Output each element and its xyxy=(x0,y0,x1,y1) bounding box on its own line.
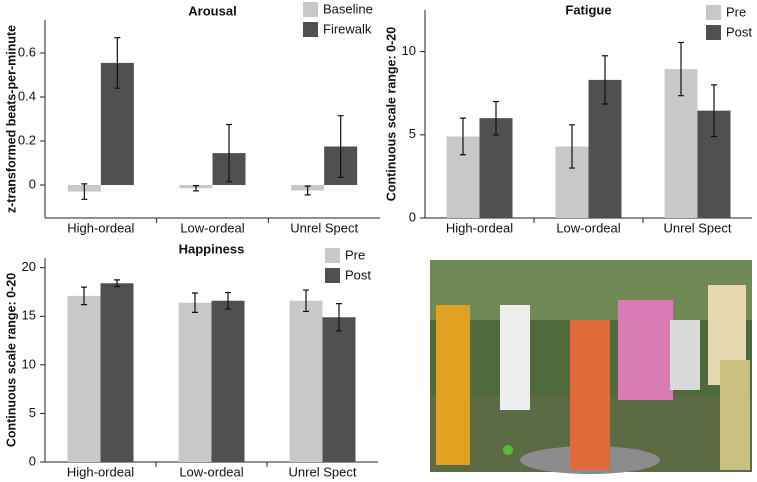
chart-title: Arousal xyxy=(188,3,236,18)
error-bar xyxy=(225,291,231,310)
y-tick-label: 5 xyxy=(29,405,36,420)
error-bar xyxy=(602,55,608,105)
legend-label: Post xyxy=(726,24,752,39)
legend-label: Firewalk xyxy=(323,21,372,36)
legend-swatch xyxy=(706,5,721,20)
error-bar xyxy=(81,183,88,200)
error-bar xyxy=(193,185,199,192)
error-bar xyxy=(336,303,342,332)
y-tick-label: 10 xyxy=(402,43,416,58)
x-tick-label: High-ordeal xyxy=(67,220,134,235)
y-tick-label: 0.4 xyxy=(18,88,36,103)
bar xyxy=(289,300,323,462)
y-tick-label: 15 xyxy=(22,308,36,323)
legend-label: Post xyxy=(345,267,371,282)
legend-swatch xyxy=(303,2,318,17)
bar xyxy=(322,317,356,462)
x-tick-label: High-ordeal xyxy=(67,464,134,479)
error-bar xyxy=(678,41,684,97)
bar xyxy=(178,302,212,462)
y-axis-label: z-transformed beats-per-minute xyxy=(4,25,18,213)
chart-title: Fatigue xyxy=(565,2,611,17)
x-tick-label: High-ordeal xyxy=(446,220,513,235)
error-bar xyxy=(569,124,575,169)
error-bar xyxy=(114,279,120,288)
y-tick-label: 0 xyxy=(29,176,36,191)
x-tick-label: Unrel Spect xyxy=(664,220,732,235)
y-axis-label: Continuous scale range: 0-20 xyxy=(4,273,18,447)
legend-swatch xyxy=(706,25,721,40)
error-bar xyxy=(303,289,309,313)
legend-label: Baseline xyxy=(323,1,373,16)
error-bar xyxy=(711,84,717,138)
error-bar xyxy=(114,37,121,89)
legend-swatch xyxy=(325,248,340,263)
legend-swatch xyxy=(303,22,318,37)
y-tick-label: 20 xyxy=(22,259,36,274)
error-bar xyxy=(226,123,232,183)
y-tick-label: 0.6 xyxy=(18,44,36,59)
x-tick-label: Low-ordeal xyxy=(179,464,243,479)
error-bar xyxy=(81,286,87,306)
error-bar xyxy=(493,100,499,136)
x-tick-label: Unrel Spect xyxy=(289,464,357,479)
y-tick-label: 5 xyxy=(409,126,416,141)
x-tick-label: Low-ordeal xyxy=(556,220,620,235)
error-bar xyxy=(192,292,198,313)
error-bar xyxy=(304,185,311,196)
chart-title: Happiness xyxy=(179,241,245,256)
legend-swatch xyxy=(325,268,340,283)
y-tick-label: 0 xyxy=(409,209,416,224)
bar xyxy=(100,283,134,462)
error-bar xyxy=(460,117,466,156)
bar xyxy=(211,300,245,462)
photo xyxy=(430,260,752,474)
x-tick-label: Low-ordeal xyxy=(180,220,244,235)
bar xyxy=(67,295,101,462)
y-tick-label: 0 xyxy=(29,453,36,468)
y-axis-label: Continuous scale range: 0-20 xyxy=(384,27,398,201)
legend-label: Pre xyxy=(726,4,746,19)
legend-label: Pre xyxy=(345,247,365,262)
y-tick-label: 10 xyxy=(22,356,36,371)
error-bar xyxy=(337,115,344,178)
x-tick-label: Unrel Spect xyxy=(290,220,358,235)
y-tick-label: 0.2 xyxy=(18,132,36,147)
